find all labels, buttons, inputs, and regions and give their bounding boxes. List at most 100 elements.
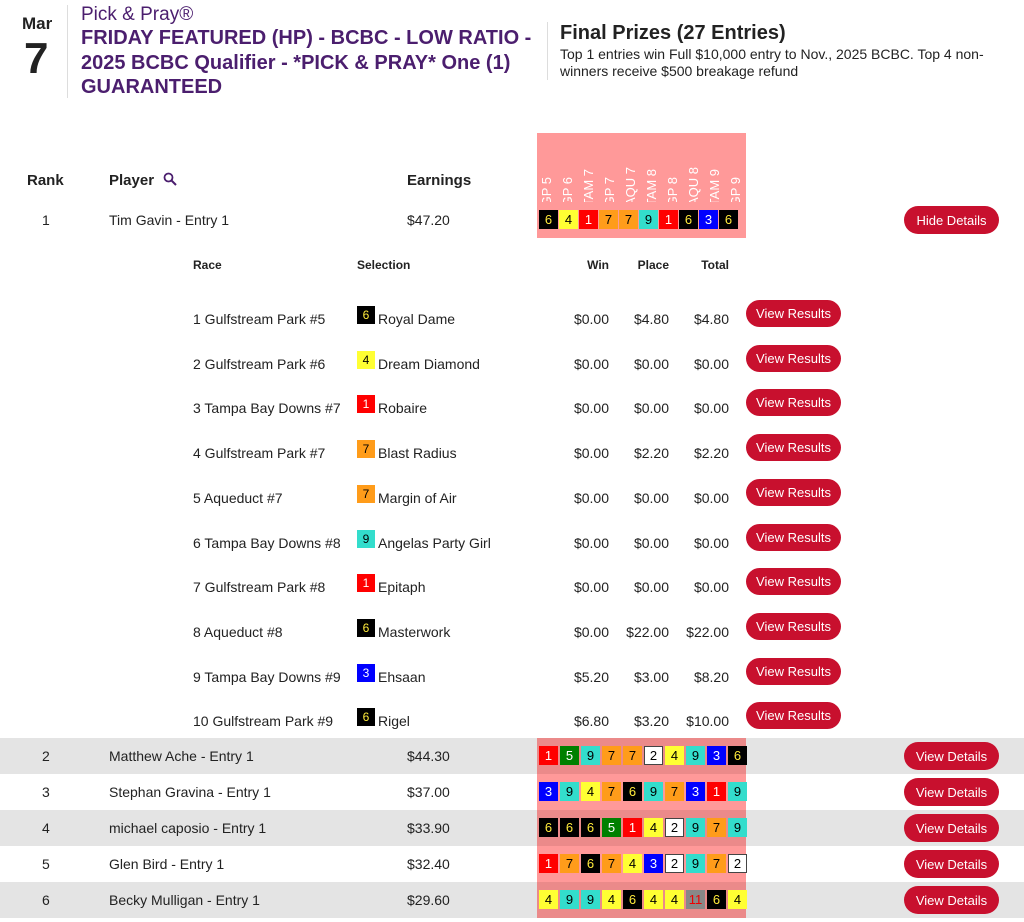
saddle-cloth-6: 6: [581, 818, 600, 837]
horse-name: Blast Radius: [378, 445, 457, 462]
win-amount: $0.00: [573, 445, 609, 462]
saddle-cloth-6: 6: [719, 210, 738, 229]
saddle-cloth-1: 1: [539, 854, 558, 873]
saddle-cloth-2: 2: [665, 818, 684, 837]
saddle-cloth-4: 4: [602, 890, 621, 909]
details-row: 5 Aqueduct #7 7 Margin of Air $0.00 $0.00 $0.…: [0, 478, 1024, 529]
saddle-cloth-1: 1: [579, 210, 598, 229]
view-results-button[interactable]: View Results: [746, 612, 841, 640]
place-amount: $3.00: [633, 668, 669, 685]
horse-name: Dream Diamond: [378, 355, 480, 372]
entry-row: 6 Becky Mulligan - Entry 1 $29.60 4 9 9 4 6 4 4 11…: [0, 882, 1024, 918]
saddle-cloth-6: 6: [539, 818, 558, 837]
saddle-cloth-1: 1: [357, 395, 375, 414]
view-results-button[interactable]: View Results: [746, 568, 841, 596]
view-results-button[interactable]: View Results: [746, 657, 841, 685]
earnings: $44.30: [407, 748, 450, 764]
earnings: $47.20: [407, 212, 450, 228]
rank: 2: [42, 748, 50, 764]
place-amount: $0.00: [633, 579, 669, 596]
saddle-cloth-4: 4: [623, 854, 642, 873]
saddle-cloth-7: 7: [602, 782, 621, 801]
view-details-button[interactable]: View Details: [904, 850, 999, 878]
horse-name: Ehsaan: [378, 668, 426, 685]
saddle-cloth-6: 6: [357, 618, 375, 637]
race-name: 3 Tampa Bay Downs #7: [193, 400, 341, 417]
saddle-cloth-7: 7: [357, 440, 375, 459]
total-amount: $2.20: [693, 445, 729, 462]
brand-name: Pick & Pray®: [81, 4, 194, 25]
details-row: 8 Aqueduct #8 6 Masterwork $0.00 $22.00 $22.0…: [0, 612, 1024, 663]
view-results-button[interactable]: View Results: [746, 523, 841, 551]
saddle-cloth-7: 7: [560, 854, 579, 873]
view-details-button[interactable]: View Details: [904, 742, 999, 770]
rank: 5: [42, 856, 50, 872]
race-name: 5 Aqueduct #7: [193, 489, 283, 506]
view-results-button[interactable]: View Results: [746, 702, 841, 730]
saddle-cloth-9: 9: [644, 782, 663, 801]
win-amount: $0.00: [573, 400, 609, 417]
race-column-label: TAM 7: [581, 168, 596, 206]
saddle-cloth-6: 6: [539, 210, 558, 229]
saddle-cloth-4: 4: [644, 818, 663, 837]
player-header[interactable]: Player: [109, 172, 155, 189]
saddle-cloth-3: 3: [707, 746, 726, 765]
rank: 4: [42, 820, 50, 836]
entry-row: 2 Matthew Ache - Entry 1 $44.30 1 5 9 7 7 2 4 9 3 6 V…: [0, 738, 1024, 774]
view-results-button[interactable]: View Results: [746, 344, 841, 372]
earnings: $33.90: [407, 820, 450, 836]
race-name: 4 Gulfstream Park #7: [193, 445, 326, 462]
view-results-button[interactable]: View Results: [746, 389, 841, 417]
player-name: michael caposio - Entry 1: [109, 820, 267, 836]
saddle-cloth-7: 7: [665, 782, 684, 801]
view-details-button[interactable]: View Details: [904, 778, 999, 806]
saddle-cloth-6: 6: [357, 306, 375, 324]
rank-header: Rank: [27, 172, 64, 189]
date-day: 7: [24, 34, 49, 83]
saddle-cloth-1: 1: [539, 746, 558, 765]
hide-details-button[interactable]: Hide Details: [904, 206, 999, 234]
view-results-button[interactable]: View Results: [746, 478, 841, 506]
saddle-cloth-2: 2: [644, 746, 663, 765]
divider: [67, 5, 68, 98]
entry-row: 3 Stephan Gravina - Entry 1 $37.00 3 9 4 7 6 9 7 3…: [0, 774, 1024, 810]
horse-name: Royal Dame: [378, 311, 456, 327]
player-name: Tim Gavin - Entry 1: [109, 212, 230, 228]
saddle-cloth-6: 6: [623, 782, 642, 801]
earnings-header: Earnings: [407, 172, 472, 189]
details-header-place: Place: [637, 258, 669, 272]
view-details-button[interactable]: View Details: [904, 886, 999, 914]
place-amount: $3.20: [633, 713, 669, 730]
saddle-cloth-9: 9: [728, 782, 747, 801]
total-amount: $10.00: [686, 713, 729, 730]
view-details-button[interactable]: View Details: [904, 814, 999, 842]
race-name: 6 Tampa Bay Downs #8: [193, 534, 341, 551]
details-row: 10 Gulfstream Park #9 6 Rigel $6.80 $3.20 $10…: [0, 702, 1024, 752]
view-results-button[interactable]: View Results: [746, 300, 841, 327]
total-amount: $0.00: [693, 489, 729, 506]
saddle-cloth-4: 4: [559, 210, 578, 229]
horse-name: Angelas Party Girl: [378, 534, 491, 551]
total-amount: $0.00: [693, 579, 729, 596]
race-name: 2 Gulfstream Park #6: [193, 355, 326, 372]
win-amount: $0.00: [573, 311, 609, 327]
saddle-cloth-6: 6: [679, 210, 698, 229]
race-column-label: TAM 8: [644, 168, 659, 206]
saddle-cloth-9: 9: [560, 782, 579, 801]
race-column-label: AQU 8: [686, 166, 701, 206]
view-results-button[interactable]: View Results: [746, 434, 841, 462]
player-name: Glen Bird - Entry 1: [109, 856, 225, 872]
earnings: $32.40: [407, 856, 450, 872]
details-row: 6 Tampa Bay Downs #8 9 Angelas Party Girl $…: [0, 523, 1024, 574]
saddle-cloth-9: 9: [581, 746, 600, 765]
search-icon[interactable]: [163, 172, 177, 186]
prizes-title: Final Prizes (27 Entries): [560, 22, 786, 44]
earnings: $29.60: [407, 892, 450, 908]
saddle-cloth-9: 9: [686, 854, 705, 873]
place-amount: $0.00: [633, 400, 669, 417]
saddle-cloth-7: 7: [602, 746, 621, 765]
